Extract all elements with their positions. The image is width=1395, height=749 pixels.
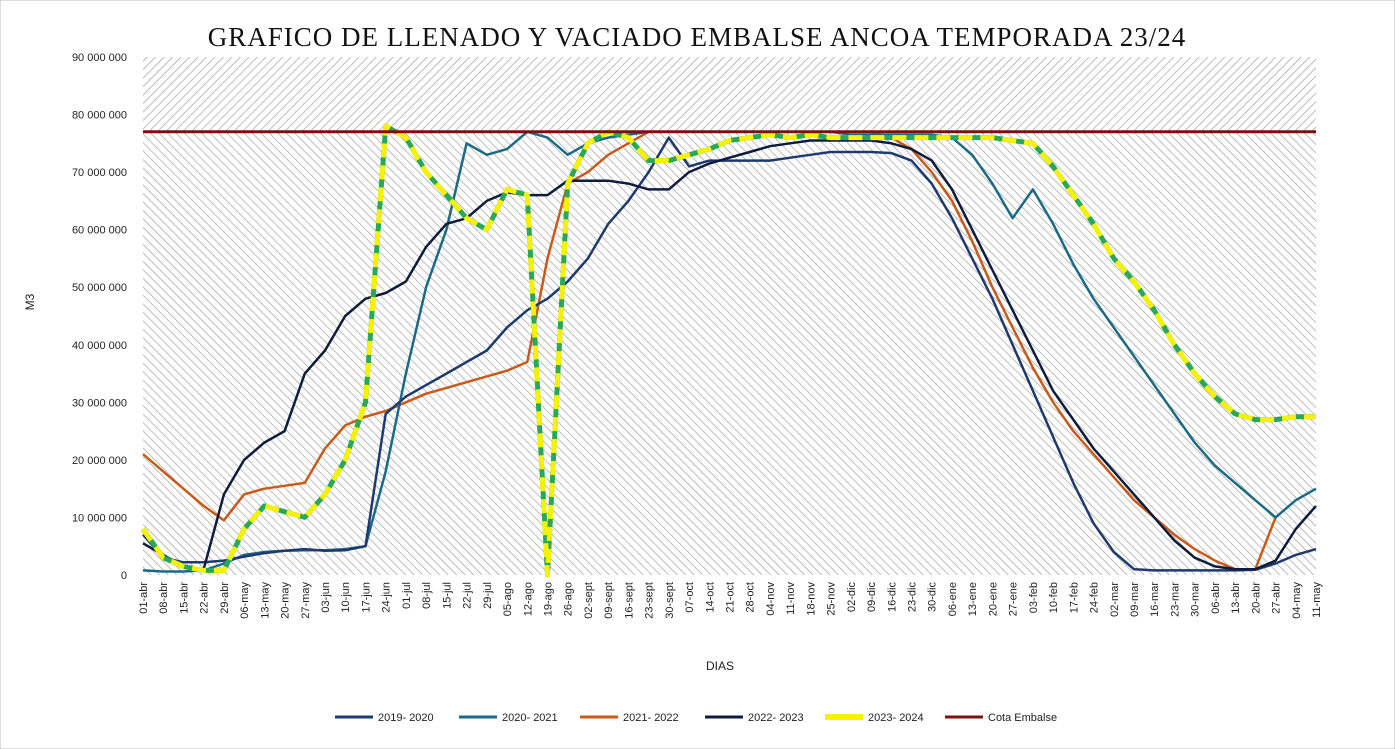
x-tick-label: 20-abr [1250, 582, 1262, 614]
x-axis-ticks: 01-abr 08-abr 15-abr 22-abr 29-abr 06-may 13-m… [138, 582, 1323, 619]
x-tick-label: 28-oct [745, 582, 757, 613]
x-tick-label: 29-abr [219, 582, 231, 614]
x-tick-label: 21-oct [725, 582, 737, 613]
x-tick-label: 12-ago [522, 582, 534, 616]
x-tick-label: 23-sept [644, 582, 656, 619]
x-tick-label: 03-feb [1028, 582, 1040, 613]
x-tick-label: 04-nov [765, 582, 777, 616]
x-tick-label: 07-oct [684, 582, 696, 613]
y-tick-label: 30 000 000 [72, 397, 127, 409]
y-tick-label: 20 000 000 [72, 455, 127, 467]
x-tick-label: 27-ene [1008, 582, 1020, 616]
x-tick-label: 15-jul [441, 582, 453, 609]
x-tick-label: 22-abr [199, 582, 211, 614]
x-tick-label: 16-mar [1149, 582, 1161, 617]
legend: 2019- 2020 2020- 2021 2021- 2022 2022- 2023… [335, 712, 1057, 724]
y-tick-label: 50 000 000 [72, 282, 127, 294]
x-tick-label: 01-abr [138, 582, 150, 614]
legend-label: 2023- 2024 [868, 712, 924, 724]
x-tick-label: 06-may [239, 582, 251, 619]
x-tick-label: 13-may [259, 582, 271, 619]
x-tick-label: 08-abr [158, 582, 170, 614]
x-tick-label: 10-feb [1048, 582, 1060, 613]
x-tick-label: 25-nov [826, 582, 838, 616]
x-tick-label: 26-ago [563, 582, 575, 616]
x-tick-label: 11-nov [785, 582, 797, 615]
x-tick-label: 04-may [1291, 582, 1303, 619]
x-tick-label: 23-dic [907, 582, 919, 612]
plot-area-upper [143, 57, 1316, 132]
series-line-2022-2023 [142, 139, 1317, 571]
y-axis-label: M3 [23, 293, 37, 310]
series-layer [140, 123, 1317, 578]
x-tick-label: 30-dic [927, 582, 939, 612]
plot-background [143, 57, 1316, 576]
x-tick-label: 09-mar [1129, 582, 1141, 617]
y-axis-ticks: 0 10 000 000 20 000 000 30 000 000 40 000 00… [72, 52, 127, 582]
y-tick-label: 80 000 000 [72, 110, 127, 122]
x-tick-label: 17-jun [360, 582, 372, 613]
x-tick-label: 09-dic [866, 582, 878, 612]
x-tick-label: 27-may [300, 582, 312, 619]
x-tick-label: 27-abr [1271, 582, 1283, 614]
x-tick-label: 01-jul [401, 582, 413, 609]
x-tick-label: 02-dic [846, 582, 858, 612]
x-tick-label: 09-sept [603, 582, 615, 619]
plot-area-lower [143, 131, 1316, 576]
x-tick-label: 23-mar [1169, 582, 1181, 617]
x-tick-label: 02-sept [583, 582, 595, 619]
y-tick-label: 60 000 000 [72, 225, 127, 237]
x-tick-label: 30-sept [664, 582, 676, 619]
x-tick-label: 03-jun [320, 582, 332, 613]
series-line-2023-2024 [140, 123, 1316, 578]
legend-label: 2020- 2021 [502, 712, 558, 724]
x-tick-label: 10-jun [340, 582, 352, 613]
x-tick-label: 24-feb [1089, 582, 1101, 613]
x-tick-label: 06-abr [1210, 582, 1222, 614]
x-tick-label: 08-jul [421, 582, 433, 609]
x-tick-label: 16-sept [623, 582, 635, 619]
x-tick-label: 17-feb [1068, 582, 1080, 613]
x-tick-label: 30-mar [1190, 582, 1202, 617]
y-tick-label: 40 000 000 [72, 340, 127, 352]
x-tick-label: 15-abr [178, 582, 190, 614]
x-tick-label: 06-ene [947, 582, 959, 616]
legend-label: 2019- 2020 [378, 712, 434, 724]
x-tick-label: 16-dic [886, 582, 898, 612]
legend-label: 2021- 2022 [623, 712, 679, 724]
x-tick-label: 13-ene [967, 582, 979, 616]
x-axis-label: DIAS [706, 659, 734, 673]
legend-label: Cota Embalse [988, 712, 1057, 724]
x-tick-label: 20-may [280, 582, 292, 619]
y-tick-label: 10 000 000 [72, 512, 127, 524]
x-tick-label: 13-abr [1230, 582, 1242, 614]
x-tick-label: 11-may [1311, 582, 1323, 618]
x-tick-label: 19-ago [542, 582, 554, 616]
x-tick-label: 14-oct [704, 582, 716, 613]
y-tick-label: 90 000 000 [72, 52, 127, 64]
series-line-2019-2020 [142, 136, 1317, 572]
legend-label: 2022- 2023 [748, 712, 804, 724]
chart-title: GRAFICO DE LLENADO Y VACIADO EMBALSE ANC… [208, 22, 1187, 52]
x-tick-label: 22-jul [462, 582, 474, 609]
y-tick-label: 70 000 000 [72, 167, 127, 179]
x-tick-label: 29-jul [482, 582, 494, 609]
x-tick-label: 20-ene [987, 582, 999, 616]
x-tick-label: 18-nov [805, 582, 817, 616]
x-tick-label: 05-ago [502, 582, 514, 616]
x-tick-label: 24-jun [381, 582, 393, 613]
x-tick-label: 02-mar [1109, 582, 1121, 617]
y-tick-label: 0 [121, 570, 127, 582]
